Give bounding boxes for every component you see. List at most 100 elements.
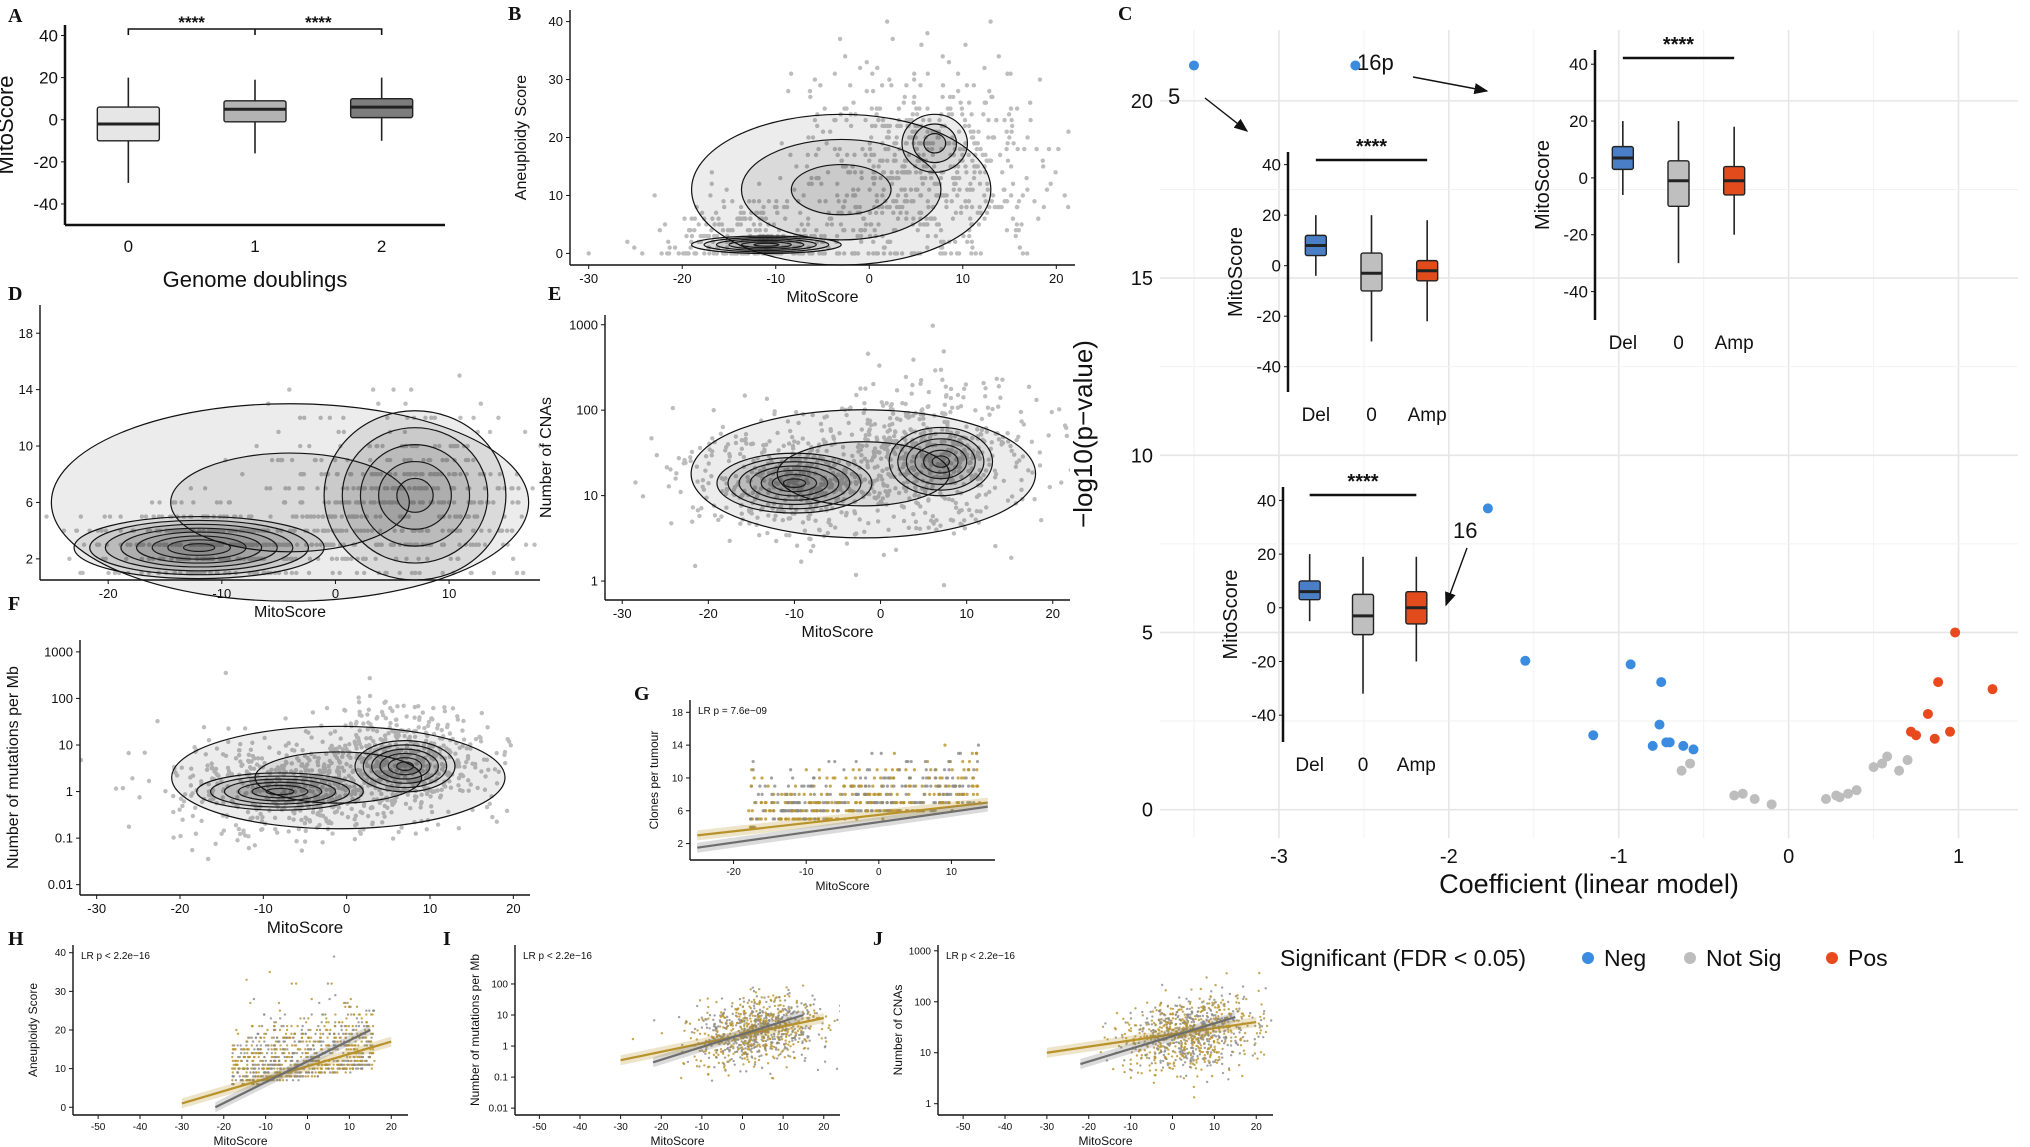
data-point [979,427,985,433]
data-point [893,429,898,435]
data-point [239,1059,243,1063]
data-point [984,505,989,510]
data-point [862,477,868,482]
data-point [362,1024,366,1028]
data-point [1004,228,1010,233]
data-point [795,228,800,233]
data-point [866,251,871,256]
data-point [199,818,204,824]
data-point [867,141,872,146]
y-tick-label: 0 [1142,800,1153,822]
data-point [249,528,255,533]
data-point [946,452,952,458]
x-tick-label: -30 [87,901,106,916]
data-point [967,507,972,513]
data-point [918,222,923,227]
data-point [125,542,130,547]
data-point [177,528,183,533]
data-point [126,824,132,829]
y-tick-label: 0 [49,111,58,130]
data-point [885,492,891,497]
data-point [1002,187,1007,192]
data-point [766,513,771,518]
data-point [843,513,849,518]
data-point [870,751,874,755]
data-point [955,392,961,398]
data-point [245,1071,248,1074]
data-point [303,815,308,820]
data-point [494,819,500,824]
plot-background [1160,30,2018,838]
data-point [1024,175,1029,181]
data-point [496,769,501,774]
data-point [359,772,364,777]
data-point [494,750,499,756]
data-point [794,543,800,548]
data-point [943,394,949,399]
data-point [766,199,772,204]
data-point [808,94,813,100]
data-point [281,500,287,505]
data-point [940,54,945,59]
data-point [254,542,260,547]
data-point [986,457,991,462]
data-point [822,440,827,446]
data-point [1005,141,1010,146]
data-point [842,800,847,805]
data-point [1005,430,1010,436]
density-contour [690,113,992,266]
y-axis-label: Number of mutations per Mb [5,666,22,869]
data-point [844,412,849,418]
data-point [969,239,975,245]
data-point [892,784,896,788]
data-point [967,768,971,772]
data-point [1010,216,1016,221]
data-point [890,36,895,42]
data-point [689,519,695,524]
data-point [394,717,399,722]
data-point [821,800,825,805]
data-point [853,204,858,210]
data-point [876,222,881,227]
data-point [358,528,364,533]
data-point [895,792,899,796]
y-tick-label: 10 [1131,445,1153,467]
data-point [455,717,461,722]
data-point [992,468,998,473]
data-point [918,83,923,88]
data-point [361,802,367,807]
data-point [491,500,496,505]
data-point [407,486,412,491]
data-point [880,468,885,474]
data-point [367,675,372,681]
x-tick-label: 10 [956,271,970,286]
data-point [152,542,158,547]
data-point [1000,440,1006,446]
data-point [846,809,851,813]
data-point [929,175,934,181]
data-point [776,800,780,805]
data-point [940,427,945,432]
data-point [436,500,441,505]
data-point [323,816,328,821]
data-point [289,457,295,463]
data-point [790,479,795,485]
data-point [375,812,380,817]
data-point [299,848,305,853]
data-point [805,222,811,227]
x-tick-label: -20 [673,271,692,286]
data-point [190,847,195,853]
data-point [354,821,359,827]
data-point [252,997,256,1001]
data-point [267,1048,270,1051]
data-point [191,500,196,505]
data-point [867,146,873,152]
data-point [903,784,907,788]
data-point [669,521,674,526]
data-point [257,1032,260,1036]
data-point [665,251,670,256]
data-point [781,809,785,813]
density-contour [753,242,780,247]
data-point [858,233,864,239]
data-point [802,466,807,471]
